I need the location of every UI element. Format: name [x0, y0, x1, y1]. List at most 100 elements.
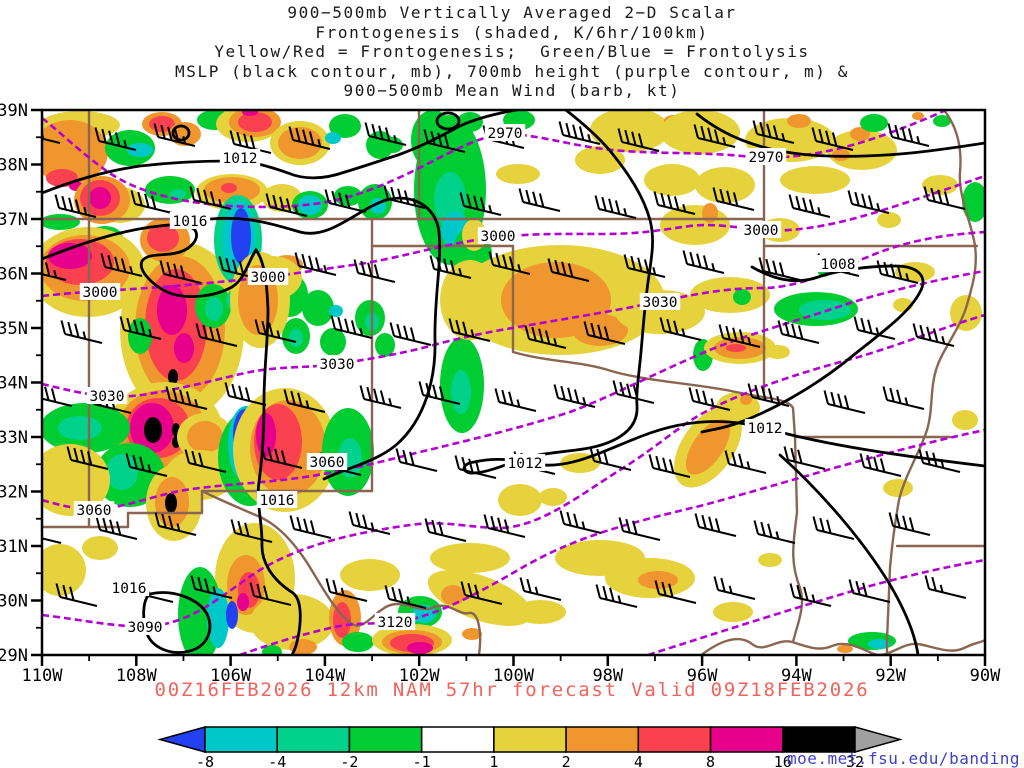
frontogenesis-region-p1 — [430, 543, 510, 573]
wind-barb-feather — [901, 126, 907, 141]
wind-barb-feather — [630, 255, 636, 270]
wind-barb — [594, 195, 637, 219]
wind-barb-feather — [109, 519, 115, 534]
wind-barb-half-feather — [393, 134, 398, 143]
wind-barb-feather — [490, 515, 496, 530]
frontogenesis-region-m1 — [262, 645, 282, 655]
wind-barb-feather — [32, 259, 36, 273]
wind-barb-half-feather — [123, 139, 128, 148]
wind-barb-feather — [713, 129, 720, 144]
wind-barb-feather — [767, 388, 774, 403]
wind-barb-half-feather — [147, 464, 152, 473]
wind-barb-feather — [896, 265, 903, 280]
wind-barb-feather — [632, 385, 639, 400]
wind-barb-feather — [714, 518, 721, 533]
wind-barb-feather — [594, 195, 600, 210]
wind-barb — [659, 317, 702, 341]
wind-barb-feather — [473, 195, 479, 210]
wind-barb-half-feather — [340, 587, 345, 596]
wind-barb-half-feather — [388, 397, 393, 406]
wind-barb-feather — [667, 194, 673, 209]
wind-barb-feather — [760, 521, 766, 536]
wind-barb-feather — [296, 516, 302, 531]
frontogenesis-region-m1 — [962, 182, 985, 222]
contour-label-hgt-3000: 3000 — [477, 227, 519, 245]
wind-barb — [559, 510, 602, 534]
wind-barb-feather — [383, 185, 389, 200]
wind-barb-feather — [720, 577, 726, 592]
wind-barb-feather — [34, 524, 38, 538]
wind-barb — [348, 511, 391, 535]
lat-tick-label: 32N — [0, 483, 28, 503]
contour-label-text: 3060 — [310, 455, 345, 471]
frontogenesis-region-p16 — [144, 417, 162, 443]
frontogenesis-region-m8 — [231, 208, 251, 264]
wind-barb-feather — [654, 580, 660, 595]
wind-barb — [595, 584, 638, 608]
wind-barb-feather — [918, 449, 924, 464]
wind-barb-feather — [761, 386, 767, 401]
contour-label-box — [306, 453, 348, 470]
colorbar-segment — [348, 726, 423, 753]
wind-barb-feather — [567, 387, 573, 402]
contour-label-mslp-1012: 1012 — [744, 419, 786, 437]
wind-barb — [95, 516, 138, 540]
wind-barb-feather — [144, 193, 150, 208]
wind-barb-feather — [797, 449, 803, 464]
wind-barb-feather — [459, 192, 465, 207]
wind-barb-feather — [623, 254, 629, 269]
wind-barb-shaft — [399, 461, 438, 472]
wind-barb — [418, 381, 461, 405]
wind-barb — [359, 385, 402, 409]
wind-barb-feather — [398, 588, 404, 603]
wind-barb — [159, 260, 202, 284]
frontogenesis-region-p8 — [89, 187, 111, 209]
contour-label-mslp-1016: 1016 — [108, 579, 150, 597]
frontogenesis-region-m1 — [128, 318, 152, 354]
wind-barb-feather — [494, 388, 500, 403]
lat-tick-label: 36N — [0, 265, 28, 285]
lat-tick-label: 30N — [0, 592, 28, 612]
wind-barb — [713, 576, 756, 600]
frontogenesis-region-p2 — [42, 120, 108, 184]
wind-barb-feather — [474, 460, 481, 475]
wind-barb-feather — [314, 257, 321, 272]
wind-barb-feather — [925, 450, 931, 465]
wind-barb-feather — [673, 196, 680, 211]
wind-barb-half-feather — [83, 206, 88, 215]
colorbar-segment — [709, 726, 784, 753]
colorbar-arrow-high — [854, 726, 903, 753]
wind-barb — [811, 127, 854, 151]
wind-barb-feather — [624, 129, 630, 144]
wind-barb-feather — [783, 446, 789, 461]
wind-barb-feather — [308, 255, 314, 270]
wind-barb-feather — [759, 121, 765, 136]
frontogenesis-region-p2 — [740, 395, 752, 405]
wind-barb-feather — [823, 390, 829, 405]
wind-barb-feather — [301, 253, 307, 268]
wind-barb — [848, 579, 891, 603]
wind-barb-feather — [479, 197, 486, 212]
wind-barb-feather — [466, 193, 472, 208]
frontogenesis-region-m8 — [226, 601, 238, 629]
wind-barb-feather — [731, 451, 737, 466]
wind-barb-feather — [602, 585, 608, 600]
wind-barb-feather — [384, 585, 390, 600]
wind-barb-feather — [32, 384, 36, 398]
wind-barb-feather — [153, 123, 159, 138]
wind-barb-half-feather — [617, 595, 622, 604]
lon-tick-label: 90W — [970, 666, 1001, 686]
chart-title-line-1: 900−500mb Vertically Averaged 2−D Scalar — [287, 3, 737, 22]
site-link[interactable]: moe.met.fsu.edu/banding — [786, 749, 1020, 768]
wind-barb-feather — [625, 518, 631, 533]
contour-label-text: 3030 — [643, 295, 678, 311]
wind-barb — [519, 577, 562, 601]
wind-barb — [758, 257, 801, 281]
contour-label-hgt-3060: 3060 — [306, 453, 348, 471]
wind-barb-feather — [190, 575, 196, 590]
frontogenesis-region-m2 — [451, 370, 471, 414]
wind-barb-feather — [60, 320, 66, 335]
wind-barb-feather — [595, 584, 601, 599]
wind-barb — [154, 512, 197, 536]
